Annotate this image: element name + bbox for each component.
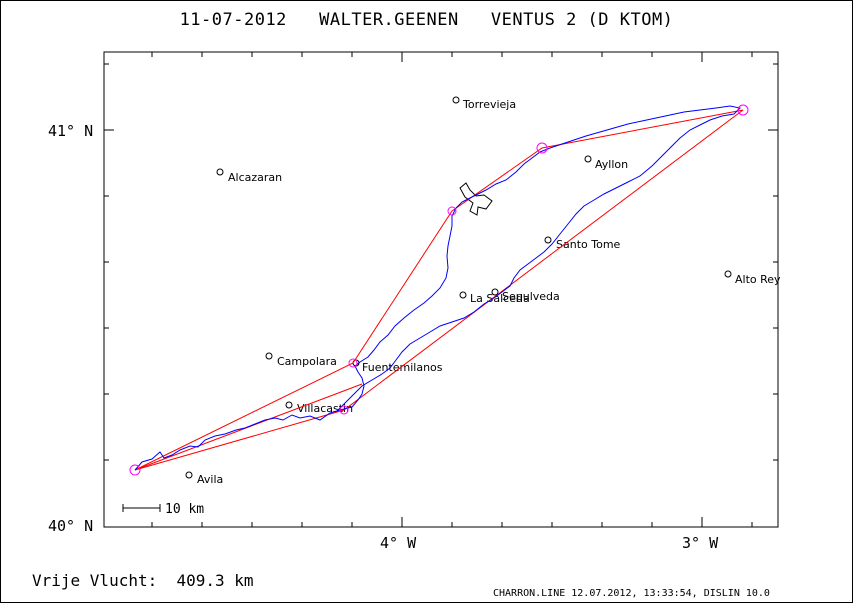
turnpoint-1: [447, 206, 457, 216]
flight-track: [134, 105, 742, 471]
pilot-name: WALTER.GEENEN: [319, 10, 459, 30]
town-label: Campolara: [277, 355, 337, 368]
scale-bar: 10 km: [122, 502, 204, 517]
turnpoint-circles: [129, 104, 749, 476]
town-santo-tome: Santo Tome: [544, 236, 621, 251]
town-label: Santo Tome: [556, 238, 621, 251]
flight-title: 11-07-2012 WALTER.GEENEN VENTUS 2 (D KTO…: [0, 10, 853, 30]
glider-name: VENTUS 2 (D KTOM): [490, 10, 674, 30]
town-label: Ayllon: [595, 158, 628, 171]
town-la-salceda: La Salceda: [459, 291, 530, 305]
town-alcazaran: Alcazaran: [216, 168, 282, 184]
axis-ticks: [104, 52, 778, 527]
turnpoint-start: [129, 464, 141, 476]
turnpoint-3: [737, 104, 749, 116]
plot-border: [103, 51, 779, 528]
distance-value: 409.3 km: [176, 571, 254, 590]
town-ayllon: Ayllon: [584, 155, 628, 171]
lon-label-4w: 4° W: [380, 534, 417, 552]
lon-label-3w: 3° W: [682, 534, 719, 552]
scale-bar-label: 10 km: [165, 502, 204, 517]
turnpoint-2: [536, 142, 548, 154]
town-campolara: Campolara: [265, 352, 337, 368]
town-sepulveda: Sepulveda: [491, 288, 560, 303]
town-label: Alto Rey: [735, 273, 781, 286]
town-label: La Salceda: [470, 292, 530, 305]
town-fuentemilanos: Fuentemilanos: [352, 359, 443, 374]
town-markers: Torrevieja Alcazaran Ayllon Santo Tome A…: [185, 96, 781, 486]
town-label: Sepulveda: [502, 290, 560, 303]
terrain-outline: [459, 182, 493, 216]
free-flight-distance: Vrije Vlucht: 409.3 km: [32, 571, 254, 590]
flight-date: 11-07-2012: [179, 10, 287, 30]
lat-label-41: 41° N: [48, 122, 93, 140]
lat-label-40: 40° N: [48, 517, 93, 535]
turnpoint-fuentemilanos: [348, 358, 358, 368]
turnpoint-finish: [339, 405, 349, 415]
town-label: Torrevieja: [462, 98, 516, 111]
town-avila: Avila: [185, 471, 223, 486]
town-label: Alcazaran: [228, 171, 282, 184]
distance-label: Vrije Vlucht:: [32, 571, 158, 590]
town-label: Fuentemilanos: [362, 361, 443, 374]
plot-footer: CHARRON.LINE 12.07.2012, 13:33:54, DISLI…: [493, 588, 770, 599]
town-alto-rey: Alto Rey: [724, 270, 781, 286]
task-lines: [134, 109, 744, 471]
town-label: Avila: [197, 473, 223, 486]
town-torrevieja: Torrevieja: [452, 96, 516, 111]
